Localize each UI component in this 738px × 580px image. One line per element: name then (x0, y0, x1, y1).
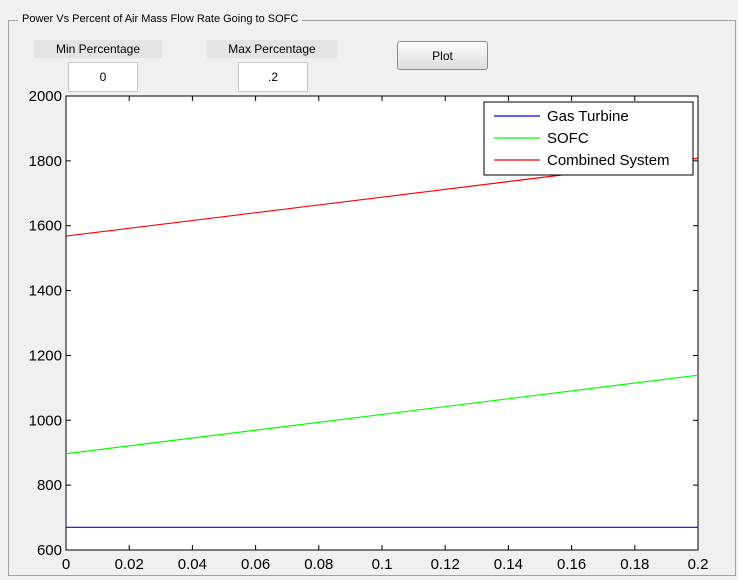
legend-label: SOFC (547, 130, 589, 147)
plot-panel-frame (8, 20, 736, 576)
y-tick-label: 1200 (29, 347, 62, 364)
legend-label: Gas Turbine (547, 108, 629, 125)
x-tick-label: 0.16 (557, 556, 586, 573)
y-tick-label: 1600 (29, 218, 62, 235)
legend-label: Combined System (547, 152, 670, 169)
y-tick-label: 1400 (29, 283, 62, 300)
y-tick-label: 600 (37, 542, 62, 559)
x-tick-label: 0.12 (431, 556, 460, 573)
max-percentage-label: Max Percentage (207, 40, 337, 58)
x-tick-label: 0.08 (304, 556, 333, 573)
x-tick-label: 0.2 (688, 556, 709, 573)
x-tick-label: 0.18 (620, 556, 649, 573)
y-tick-label: 1000 (29, 412, 62, 429)
y-tick-label: 2000 (29, 88, 62, 105)
min-percentage-input[interactable]: 0 (68, 62, 138, 92)
min-percentage-label: Min Percentage (34, 40, 162, 58)
x-tick-label: 0.1 (372, 556, 393, 573)
panel-title: Power Vs Percent of Air Mass Flow Rate G… (18, 13, 303, 25)
x-tick-label: 0.02 (115, 556, 144, 573)
y-tick-label: 800 (37, 477, 62, 494)
x-tick-label: 0 (62, 556, 70, 573)
series-line-1 (65, 374, 699, 455)
x-tick-label: 0.04 (178, 556, 207, 573)
max-percentage-input[interactable]: .2 (238, 62, 308, 92)
plot-button[interactable]: Plot (397, 41, 488, 70)
x-tick-label: 0.14 (494, 556, 523, 573)
x-tick-label: 0.06 (241, 556, 270, 573)
y-tick-label: 1800 (29, 153, 62, 170)
